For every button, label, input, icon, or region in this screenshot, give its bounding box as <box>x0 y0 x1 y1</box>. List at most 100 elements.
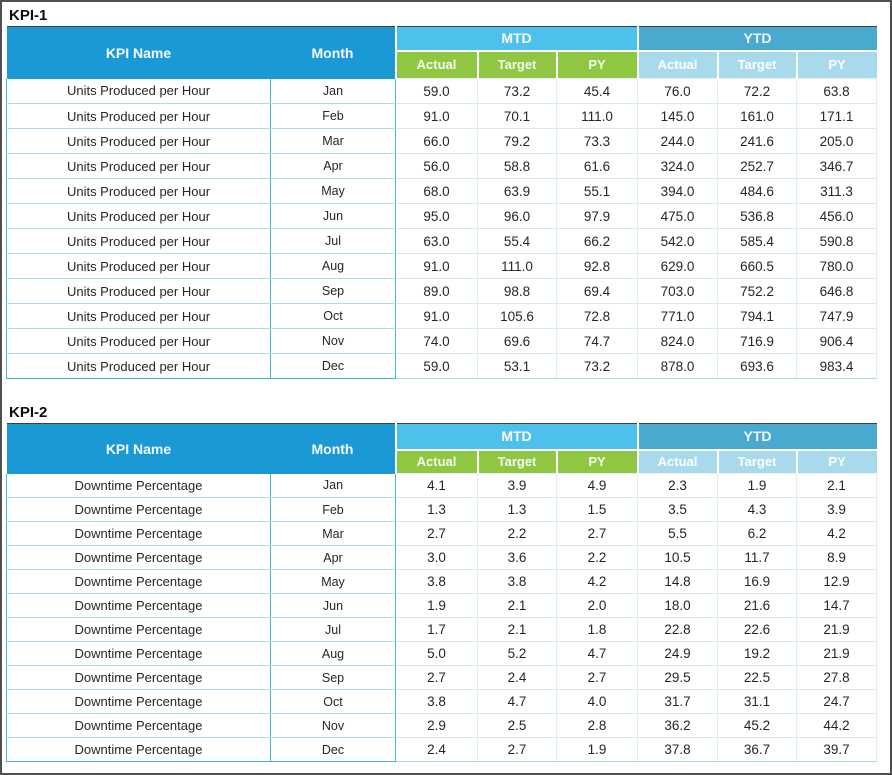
value-cell: 2.3 <box>637 473 719 498</box>
mtd-actual-header: Actual <box>394 50 478 79</box>
value-cell: 5.2 <box>477 641 557 666</box>
value-cell: 2.5 <box>477 713 557 738</box>
ytd-group-header: YTD <box>636 423 877 451</box>
table-row: Units Produced per Hour Oct 91.0 105.6 72.8 7… <box>6 303 878 329</box>
kpi-name-cell: Units Produced per Hour <box>6 128 271 154</box>
value-cell: 771.0 <box>637 303 719 329</box>
table-row: Units Produced per Hour Aug 91.0 111.0 92.8 6… <box>6 253 878 279</box>
kpi2-table-body: Downtime Percentage Jan 4.1 3.9 4.9 2.3 1.9 2.1… <box>6 473 878 762</box>
value-cell: 96.0 <box>477 203 557 229</box>
table-row: Units Produced per Hour Apr 56.0 58.8 61.6 32… <box>6 153 878 179</box>
kpi-name-cell: Units Produced per Hour <box>6 153 271 179</box>
value-cell: 56.0 <box>395 153 478 179</box>
value-cell: 58.8 <box>477 153 557 179</box>
month-cell: Feb <box>270 497 396 522</box>
value-cell: 3.8 <box>477 569 557 594</box>
value-cell: 1.3 <box>477 497 557 522</box>
value-cell: 752.2 <box>717 278 798 304</box>
value-cell: 70.1 <box>477 103 557 129</box>
month-cell: May <box>270 178 396 204</box>
value-cell: 394.0 <box>637 178 719 204</box>
value-cell: 27.8 <box>796 665 878 690</box>
value-cell: 73.2 <box>556 353 639 379</box>
value-cell: 16.9 <box>717 569 798 594</box>
kpi-name-cell: Downtime Percentage <box>6 737 271 762</box>
value-cell: 2.4 <box>395 737 478 762</box>
value-cell: 45.2 <box>717 713 798 738</box>
month-cell: Aug <box>270 253 396 279</box>
value-cell: 1.9 <box>395 593 478 618</box>
table-row: Units Produced per Hour Nov 74.0 69.6 74.7 82… <box>6 328 878 354</box>
month-cell: Oct <box>270 689 396 714</box>
value-cell: 44.2 <box>796 713 878 738</box>
value-cell: 2.1 <box>477 617 557 642</box>
month-cell: Jun <box>270 593 396 618</box>
value-cell: 824.0 <box>637 328 719 354</box>
value-cell: 2.7 <box>477 737 557 762</box>
value-cell: 241.6 <box>717 128 798 154</box>
value-cell: 66.0 <box>395 128 478 154</box>
value-cell: 311.3 <box>796 178 878 204</box>
value-cell: 61.6 <box>556 153 639 179</box>
value-cell: 74.0 <box>395 328 478 354</box>
value-cell: 45.4 <box>556 78 639 104</box>
month-cell: Jul <box>270 228 396 254</box>
kpi-name-cell: Units Produced per Hour <box>6 328 271 354</box>
value-cell: 3.5 <box>637 497 719 522</box>
value-cell: 14.7 <box>796 593 878 618</box>
section-title-kpi1: KPI-1 <box>9 7 48 24</box>
value-cell: 716.9 <box>717 328 798 354</box>
value-cell: 2.7 <box>395 521 478 546</box>
table-row: Units Produced per Hour Jan 59.0 73.2 45.4 76… <box>6 78 878 104</box>
kpi-name-cell: Units Produced per Hour <box>6 103 271 129</box>
value-cell: 66.2 <box>556 228 639 254</box>
value-cell: 72.8 <box>556 303 639 329</box>
kpi-name-cell: Units Produced per Hour <box>6 353 271 379</box>
value-cell: 484.6 <box>717 178 798 204</box>
value-cell: 98.8 <box>477 278 557 304</box>
value-cell: 660.5 <box>717 253 798 279</box>
ytd-py-header: PY <box>795 50 877 79</box>
value-cell: 590.8 <box>796 228 878 254</box>
kpi-name-cell: Units Produced per Hour <box>6 178 271 204</box>
value-cell: 92.8 <box>556 253 639 279</box>
value-cell: 145.0 <box>637 103 719 129</box>
value-cell: 24.9 <box>637 641 719 666</box>
value-cell: 1.3 <box>395 497 478 522</box>
value-cell: 878.0 <box>637 353 719 379</box>
table-row: Downtime Percentage Feb 1.3 1.3 1.5 3.5 4.3 3.9 <box>6 497 878 522</box>
value-cell: 4.9 <box>556 473 639 498</box>
month-cell: Apr <box>270 545 396 570</box>
month-cell: Mar <box>270 128 396 154</box>
value-cell: 89.0 <box>395 278 478 304</box>
value-cell: 2.7 <box>395 665 478 690</box>
value-cell: 983.4 <box>796 353 878 379</box>
value-cell: 244.0 <box>637 128 719 154</box>
kpi1-table-body: Units Produced per Hour Jan 59.0 73.2 45.4 76… <box>6 78 878 379</box>
value-cell: 111.0 <box>556 103 639 129</box>
value-cell: 646.8 <box>796 278 878 304</box>
value-cell: 4.3 <box>717 497 798 522</box>
value-cell: 2.1 <box>477 593 557 618</box>
kpi-name-cell: Units Produced per Hour <box>6 203 271 229</box>
value-cell: 63.8 <box>796 78 878 104</box>
value-cell: 55.4 <box>477 228 557 254</box>
value-cell: 3.6 <box>477 545 557 570</box>
value-cell: 76.0 <box>637 78 719 104</box>
value-cell: 105.6 <box>477 303 557 329</box>
value-cell: 4.2 <box>796 521 878 546</box>
value-cell: 780.0 <box>796 253 878 279</box>
table-row: Downtime Percentage Apr 3.0 3.6 2.2 10.5 11.7 8… <box>6 545 878 570</box>
kpi1-table-header: KPI Name Month MTD YTD Actual Target PY … <box>6 26 877 79</box>
value-cell: 3.0 <box>395 545 478 570</box>
month-cell: Apr <box>270 153 396 179</box>
mtd-group-header: MTD <box>394 26 638 52</box>
value-cell: 536.8 <box>717 203 798 229</box>
kpi-name-cell: Units Produced per Hour <box>6 78 271 104</box>
value-cell: 4.1 <box>395 473 478 498</box>
value-cell: 55.1 <box>556 178 639 204</box>
value-cell: 5.0 <box>395 641 478 666</box>
value-cell: 4.2 <box>556 569 639 594</box>
month-cell: Dec <box>270 353 396 379</box>
ytd-actual-header: Actual <box>636 449 718 474</box>
